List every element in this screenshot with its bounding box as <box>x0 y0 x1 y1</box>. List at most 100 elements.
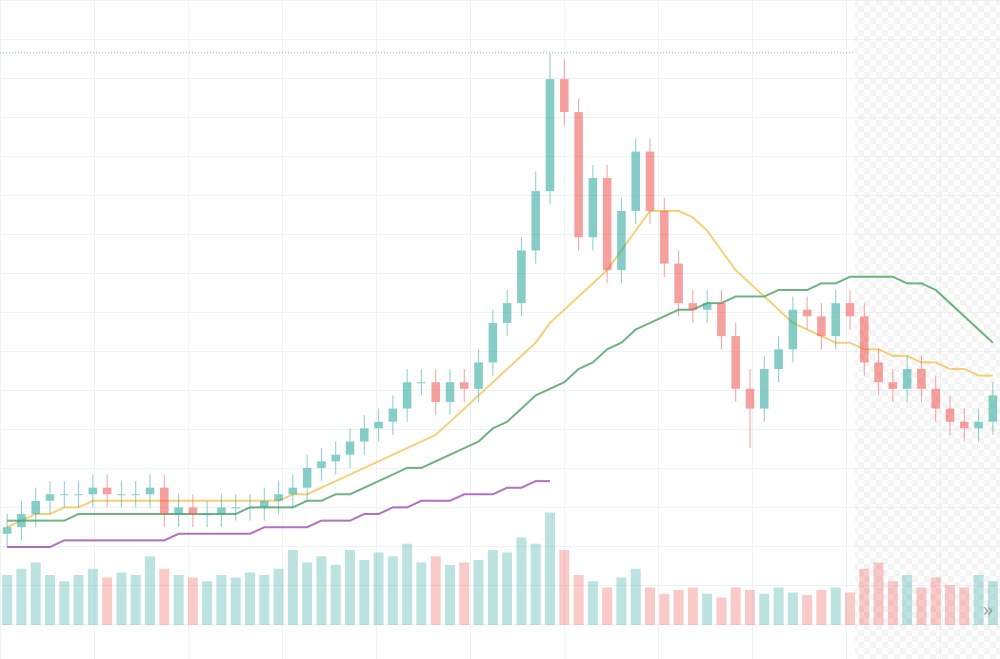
candle-body <box>231 507 240 509</box>
candle-body <box>145 487 155 495</box>
candle-body <box>417 382 426 384</box>
volume-bar <box>416 562 427 625</box>
candle-body <box>831 303 840 337</box>
candle-body <box>602 177 612 271</box>
volume-bar <box>73 575 84 625</box>
volume-bar <box>559 550 570 625</box>
volume-bar <box>245 572 255 625</box>
volume-bar <box>987 581 998 625</box>
candle-body <box>345 441 355 455</box>
candle-body <box>160 487 169 515</box>
candle-body <box>88 487 98 495</box>
volume-bar <box>916 587 927 625</box>
volume-bar <box>59 581 70 625</box>
candle-body <box>402 382 412 409</box>
volume-bar <box>759 593 770 625</box>
volume-bar <box>145 556 155 625</box>
volume-bar <box>773 587 784 625</box>
candle-body <box>802 309 812 317</box>
candle-body <box>788 309 798 350</box>
candle-body <box>674 263 683 304</box>
volume-bar <box>345 550 355 625</box>
volume-bar <box>216 575 227 625</box>
volume-bar <box>845 592 855 625</box>
moving-average-line <box>6 209 993 529</box>
candle-body <box>931 388 940 409</box>
volume-bar <box>459 562 470 625</box>
volume-bar <box>30 562 41 625</box>
candle-body <box>45 494 55 501</box>
replay-overlay <box>855 0 1000 659</box>
candle-body <box>874 362 883 383</box>
volume-bar <box>516 537 527 625</box>
volume-bar <box>487 550 498 625</box>
candle-body <box>60 494 69 496</box>
volume-bar <box>302 562 313 625</box>
candle-body <box>702 303 712 310</box>
candle-body <box>117 494 126 496</box>
volume-bar <box>373 552 384 625</box>
candle-body <box>2 527 12 534</box>
volume-bar <box>830 587 841 625</box>
candle-body <box>845 303 855 317</box>
volume-bar <box>187 577 198 625</box>
volume-bar <box>2 575 13 625</box>
moving-average-line <box>7 480 550 548</box>
volume-bar <box>959 587 970 625</box>
volume-bar <box>616 577 627 625</box>
volume-bar <box>859 568 870 625</box>
candle-body <box>660 210 669 264</box>
volume-bar <box>473 560 484 625</box>
volume-bar <box>573 575 584 625</box>
volume-bar <box>702 593 713 625</box>
volume-bar <box>273 568 284 625</box>
candle-body <box>888 382 898 389</box>
candle-body <box>31 500 40 515</box>
candle-body <box>645 151 655 211</box>
candle-body <box>774 349 783 370</box>
candle-body <box>731 336 740 389</box>
candle-body <box>445 382 455 402</box>
candle-body <box>988 395 998 422</box>
volume-bar <box>430 556 441 625</box>
volume-bar <box>887 581 898 625</box>
volume-bar <box>316 556 327 625</box>
candle-body <box>717 303 726 337</box>
candle-body <box>17 514 26 528</box>
volume-bar <box>587 581 598 625</box>
moving-average-line <box>7 275 994 522</box>
candle-body <box>474 362 483 389</box>
volume-bar <box>816 590 827 625</box>
candle-body <box>560 79 569 113</box>
candle-body <box>274 494 283 501</box>
volume-bar <box>330 565 341 625</box>
volume-bar <box>687 587 698 625</box>
candle-body <box>760 369 769 409</box>
volume-bar <box>16 568 27 625</box>
candle-body <box>574 112 583 238</box>
candle-body <box>202 514 212 516</box>
candle-body <box>74 494 83 496</box>
candle-body <box>817 316 826 337</box>
volume-bar <box>173 575 184 625</box>
volume-bar <box>202 581 213 625</box>
volume-bar <box>359 560 370 625</box>
candle-body <box>631 151 640 211</box>
candle-body <box>917 369 926 389</box>
volume-bar <box>945 585 955 625</box>
candle-body <box>688 303 698 310</box>
volume-bar <box>545 512 555 625</box>
candle-body <box>745 388 755 409</box>
candle-body <box>302 467 312 488</box>
volume-bar <box>45 575 55 625</box>
candle-body <box>531 191 540 251</box>
candle-body <box>174 507 183 515</box>
scroll-button[interactable]: » <box>982 600 993 620</box>
candle-body <box>331 454 340 462</box>
volume-bar <box>387 556 398 625</box>
candle-body <box>588 177 598 238</box>
candle-body <box>502 303 512 323</box>
volume-bar <box>716 597 727 625</box>
